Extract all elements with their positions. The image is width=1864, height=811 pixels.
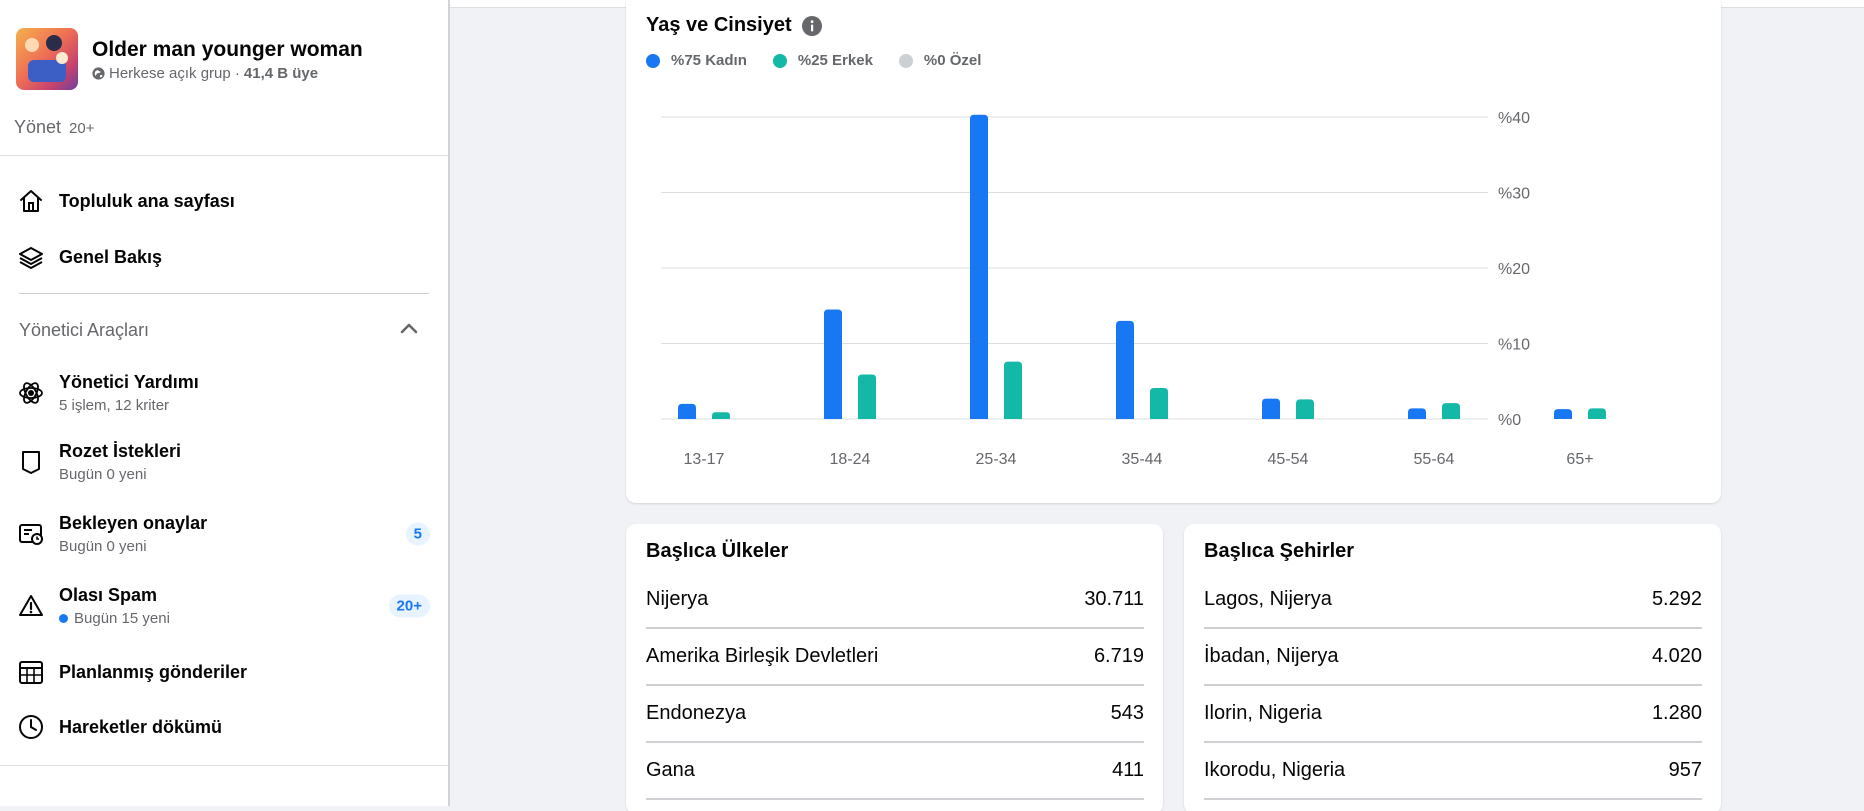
sidebar-item-label: Planlanmış gönderiler bbox=[59, 662, 248, 682]
x-tick-label: 25-34 bbox=[976, 451, 1017, 468]
list-item: Ilorin, Nigeria 1.280 bbox=[1204, 686, 1702, 743]
bar-male bbox=[1588, 408, 1606, 419]
bar-female bbox=[1116, 320, 1134, 419]
legend-item-female: %75 Kadın bbox=[646, 52, 747, 69]
manage-count: 20+ bbox=[69, 120, 95, 137]
legend-item-male: %25 Erkek bbox=[772, 52, 873, 69]
bar-male bbox=[712, 412, 730, 419]
x-tick-label: 45-54 bbox=[1268, 451, 1309, 468]
sidebar-item-label: Yönetici Yardımı bbox=[59, 372, 199, 392]
sidebar-item-subtext: Bugün 0 yeni bbox=[59, 538, 147, 555]
admin-tools-label: Yönetici Araçları bbox=[19, 320, 150, 340]
age-gender-card: Yaş ve Cinsiyet %75 Kadın %25 Erkek %0 Ö… bbox=[626, 0, 1721, 503]
y-tick-label: %40 bbox=[1498, 110, 1530, 127]
admin-sidebar: Older man younger woman Herkese açık gru… bbox=[0, 0, 450, 806]
bar-female bbox=[1408, 408, 1426, 419]
y-tick-label: %30 bbox=[1498, 186, 1530, 203]
sidebar-item-pending-approvals[interactable]: Bekleyen onaylar Bugün 0 yeni 5 bbox=[16, 512, 430, 555]
legend-item-private: %0 Özel bbox=[898, 52, 981, 69]
age-gender-bar-chart: %0 %10 %20 %30 %40 13-17 18-24 25-34 35-44 45-54 5… bbox=[661, 110, 1606, 468]
list-item: Ikorodu, Nigeria 957 bbox=[1204, 743, 1702, 800]
top-cities-list: Lagos, Nijerya 5.292 İbadan, Nijerya 4.020… bbox=[1204, 572, 1702, 800]
sidebar-item-subtext: Bugün 15 yeni bbox=[59, 610, 170, 627]
group-header[interactable]: Older man younger woman Herkese açık gru… bbox=[16, 28, 363, 90]
count-badge: 5 bbox=[405, 522, 430, 545]
chart-title: Yaş ve Cinsiyet bbox=[646, 14, 792, 36]
top-countries-title: Başlıca Ülkeler bbox=[646, 540, 789, 562]
new-dot bbox=[59, 614, 68, 623]
manage-label: Yönet bbox=[14, 117, 62, 137]
top-cities-card: Başlıca Şehirler Lagos, Nijerya 5.292 İba… bbox=[1184, 524, 1721, 811]
bar-male bbox=[1004, 361, 1022, 419]
bar-male bbox=[1296, 399, 1314, 419]
x-tick-label: 55-64 bbox=[1414, 451, 1455, 468]
group-meta: Herkese açık grup · 41,4 B üye bbox=[92, 65, 363, 82]
divider bbox=[19, 293, 429, 294]
list-item: İbadan, Nijerya 4.020 bbox=[1204, 629, 1702, 686]
y-tick-label: %20 bbox=[1498, 261, 1530, 278]
x-tick-label: 18-24 bbox=[830, 451, 871, 468]
list-item: Amerika Birleşik Devletleri 6.719 bbox=[646, 629, 1144, 686]
calendar-icon bbox=[16, 657, 46, 687]
sidebar-item-label: Hareketler dökümü bbox=[59, 717, 223, 737]
warning-icon bbox=[16, 591, 46, 621]
sidebar-item-subtext: Bugün 0 yeni bbox=[59, 466, 147, 483]
list-item: Gana 411 bbox=[646, 743, 1144, 800]
y-tick-label: %10 bbox=[1498, 337, 1530, 354]
home-icon bbox=[16, 186, 46, 216]
sidebar-item-label: Olası Spam bbox=[59, 585, 158, 605]
bar-male bbox=[1150, 388, 1168, 419]
sidebar-item-subtext: 5 işlem, 12 kriter bbox=[59, 397, 170, 414]
layers-icon bbox=[16, 242, 46, 272]
legend-dot bbox=[898, 53, 913, 68]
info-icon[interactable] bbox=[801, 15, 822, 36]
top-countries-card: Başlıca Ülkeler Nijerya 30.711 Amerika Bi… bbox=[626, 524, 1163, 811]
count-badge: 20+ bbox=[388, 594, 430, 617]
sidebar-item-activity-log[interactable]: Hareketler dökümü bbox=[16, 712, 430, 742]
top-cities-title: Başlıca Şehirler bbox=[1204, 540, 1355, 562]
globe-icon bbox=[92, 66, 105, 80]
sidebar-item-badge-requests[interactable]: Rozet İstekleri Bugün 0 yeni bbox=[16, 440, 430, 483]
sidebar-item-label: Topluluk ana sayfası bbox=[59, 191, 235, 211]
list-item: Endonezya 543 bbox=[646, 686, 1144, 743]
sidebar-item-community-home[interactable]: Topluluk ana sayfası bbox=[16, 186, 430, 216]
group-privacy: Herkese açık grup · bbox=[109, 64, 240, 82]
group-avatar[interactable] bbox=[16, 28, 78, 90]
sidebar-item-scheduled-posts[interactable]: Planlanmış gönderiler bbox=[16, 657, 430, 687]
bar-male bbox=[1442, 403, 1460, 419]
chevron-up-icon[interactable] bbox=[399, 321, 419, 340]
x-tick-label: 35-44 bbox=[1122, 451, 1163, 468]
badge-icon bbox=[16, 447, 46, 477]
legend-dot bbox=[772, 53, 787, 68]
bar-female bbox=[1554, 409, 1572, 419]
chart-legend: %75 Kadın %25 Erkek %0 Özel bbox=[646, 52, 1007, 69]
bar-female bbox=[970, 114, 988, 420]
sidebar-item-label: Genel Bakış bbox=[59, 247, 163, 267]
bar-female bbox=[824, 309, 842, 419]
bar-female bbox=[1262, 398, 1280, 419]
clock-icon bbox=[16, 712, 46, 742]
list-item: Nijerya 30.711 bbox=[646, 572, 1144, 629]
sidebar-item-label: Bekleyen onaylar bbox=[59, 513, 208, 533]
sidebar-item-overview[interactable]: Genel Bakış bbox=[16, 242, 430, 272]
legend-dot bbox=[646, 53, 660, 68]
x-tick-label: 13-17 bbox=[684, 451, 725, 468]
bar-female bbox=[678, 403, 696, 419]
sidebar-item-possible-spam[interactable]: Olası Spam Bugün 15 yeni 20+ bbox=[16, 584, 430, 627]
top-countries-list: Nijerya 30.711 Amerika Birleşik Devletler… bbox=[646, 572, 1144, 800]
pending-approvals-icon bbox=[16, 519, 46, 549]
admin-tools-header[interactable]: Yönetici Araçları bbox=[19, 320, 419, 341]
y-tick-label: %0 bbox=[1498, 412, 1521, 429]
admin-assist-icon bbox=[16, 378, 46, 408]
sidebar-item-admin-assist[interactable]: Yönetici Yardımı 5 işlem, 12 kriter bbox=[16, 371, 430, 414]
divider bbox=[0, 155, 448, 156]
group-name[interactable]: Older man younger woman bbox=[92, 37, 363, 61]
bar-male bbox=[858, 374, 876, 419]
x-tick-label: 65+ bbox=[1566, 451, 1593, 468]
divider bbox=[0, 765, 448, 766]
list-item: Lagos, Nijerya 5.292 bbox=[1204, 572, 1702, 629]
sidebar-item-label: Rozet İstekleri bbox=[59, 441, 182, 461]
group-member-count[interactable]: 41,4 B üye bbox=[243, 64, 319, 82]
manage-header: Yönet 20+ bbox=[14, 117, 95, 138]
